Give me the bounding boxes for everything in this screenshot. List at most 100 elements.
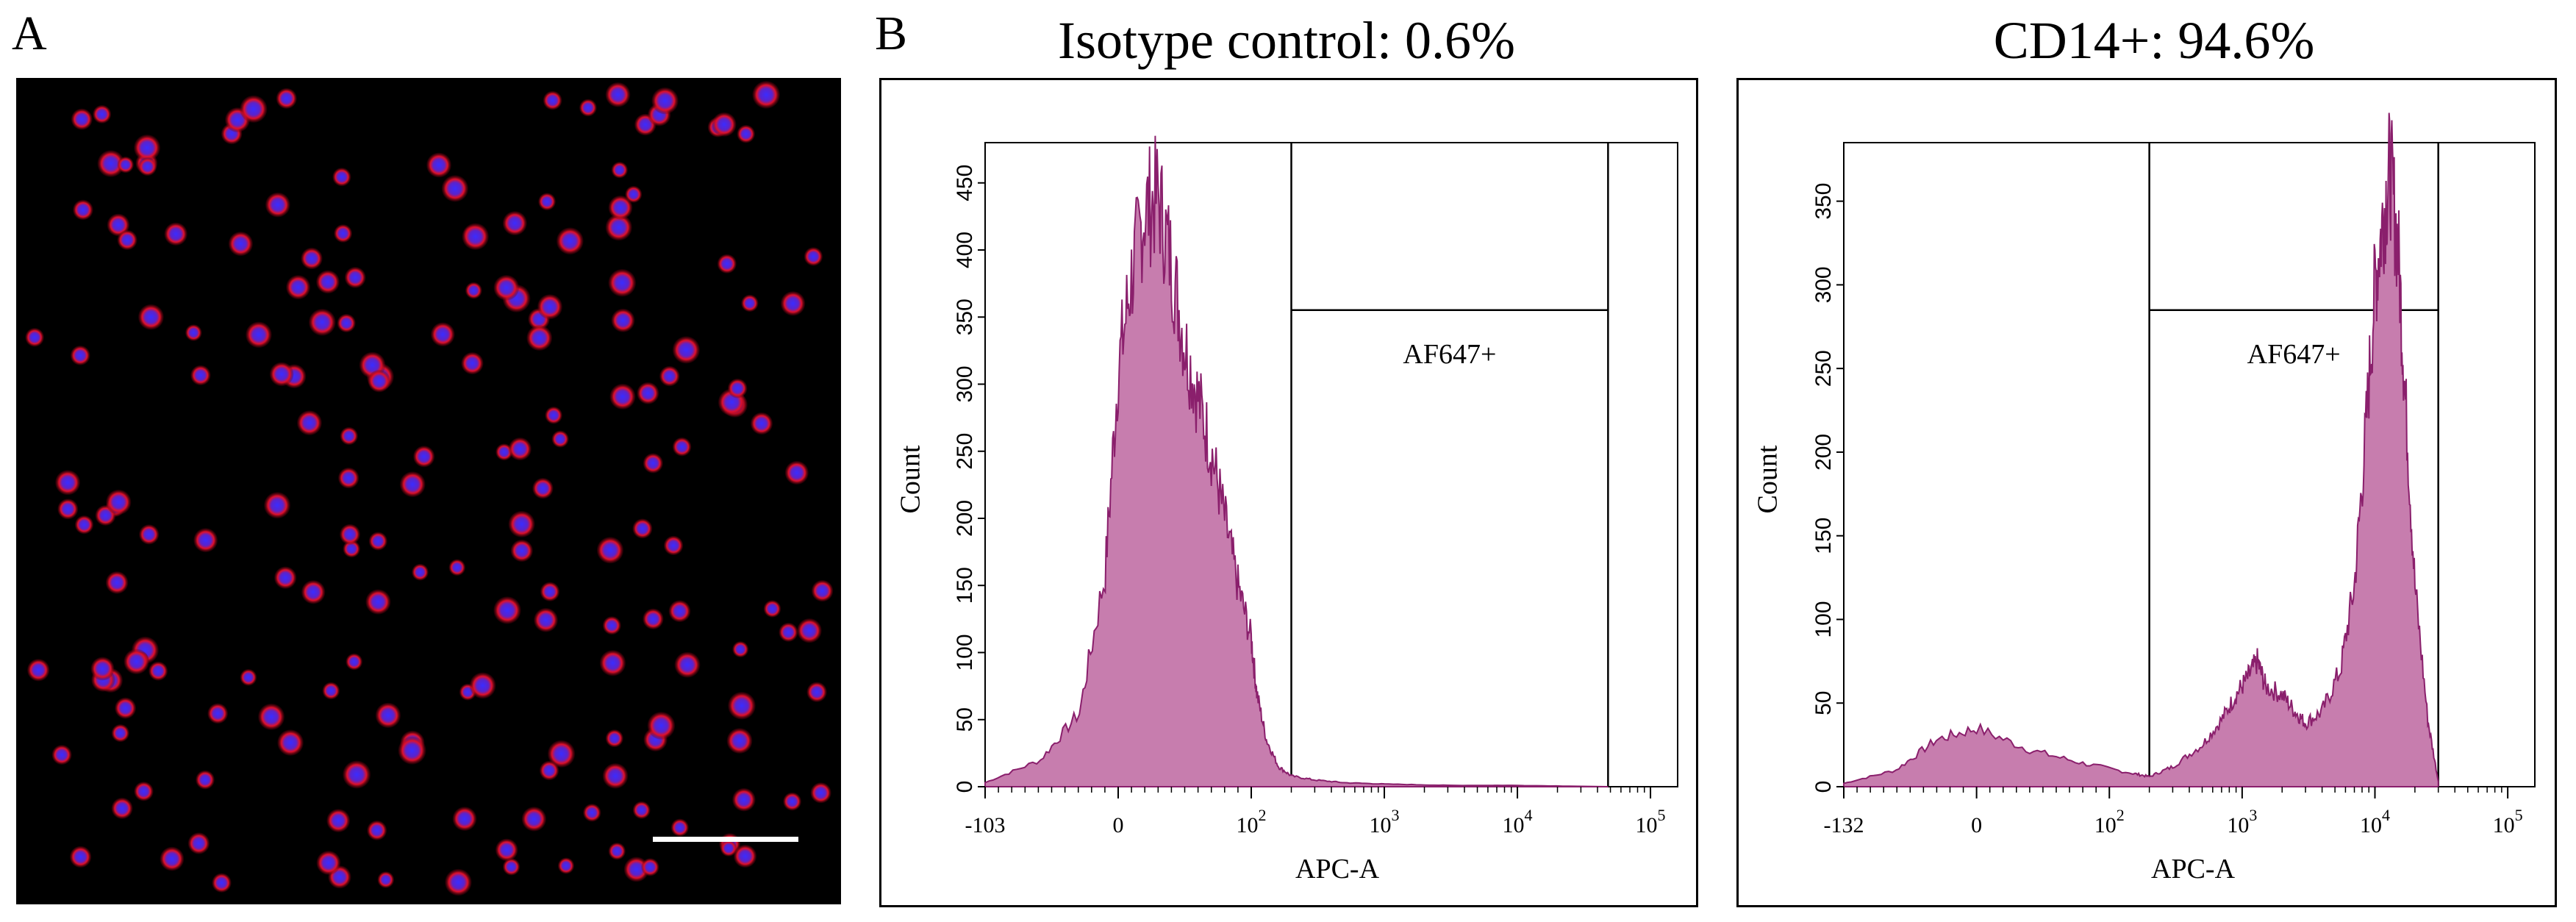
x-tick-label: 103 — [2227, 806, 2257, 837]
cell — [187, 832, 210, 854]
cell — [602, 763, 629, 789]
cell — [495, 838, 518, 862]
y-axis-label-cd14: Count — [1752, 445, 1783, 514]
x-tick-label: -132 — [1824, 813, 1864, 837]
cell — [240, 668, 257, 686]
x-tick-label: -103 — [965, 813, 1006, 837]
cell — [346, 653, 363, 671]
cell — [276, 87, 297, 109]
y-axis-label-isotype: Count — [895, 445, 926, 514]
cell — [105, 571, 129, 594]
cell — [532, 478, 554, 499]
cell — [431, 322, 455, 347]
cell — [608, 843, 626, 860]
cell — [69, 846, 92, 868]
cell — [134, 782, 154, 801]
cell — [74, 515, 94, 535]
x-tick-label: 102 — [2094, 806, 2125, 837]
cell — [334, 224, 352, 243]
cell — [526, 325, 553, 351]
cell — [632, 518, 653, 539]
cell — [297, 410, 322, 435]
cell — [448, 559, 466, 576]
cell — [57, 498, 79, 520]
cell — [625, 185, 643, 203]
cell — [502, 858, 520, 876]
x-axis-label-isotype: APC-A — [1295, 854, 1380, 885]
cell — [602, 616, 621, 635]
y-tick-label: 0 — [953, 781, 977, 793]
cell — [111, 724, 129, 743]
cell — [780, 291, 806, 316]
cell-layer — [25, 81, 834, 896]
cell — [732, 641, 749, 658]
cell — [316, 270, 340, 294]
cell — [338, 467, 359, 489]
cell — [461, 352, 484, 375]
cell — [71, 108, 93, 130]
cell — [90, 657, 115, 681]
y-tick-label: 50 — [1811, 691, 1836, 715]
panel-b-label: B — [875, 7, 908, 60]
cell — [196, 770, 215, 790]
cell — [521, 807, 547, 832]
cell — [726, 728, 753, 754]
cell — [426, 152, 451, 178]
y-tick-label: 50 — [953, 707, 977, 732]
cell — [344, 267, 366, 288]
y-tick-label: 250 — [953, 433, 977, 470]
cell — [811, 579, 834, 602]
cell — [265, 192, 290, 218]
plot-area — [1843, 142, 2536, 787]
x-tick-label: 0 — [1971, 813, 1982, 837]
y-tick-label: 300 — [953, 365, 977, 402]
y-tick-label: 100 — [953, 634, 977, 671]
cell — [637, 382, 659, 404]
chart-title-cd14: CD14+: 94.6% — [1993, 11, 2315, 70]
cell — [495, 443, 513, 461]
panel-a-label: A — [12, 7, 47, 60]
x-tick-label: 0 — [1113, 813, 1124, 837]
cell — [139, 524, 160, 545]
y-tick-label: 400 — [953, 232, 977, 268]
cell — [309, 309, 336, 336]
cell — [340, 426, 358, 446]
histogram-series — [984, 135, 1609, 787]
cell — [717, 254, 737, 274]
cell — [763, 600, 781, 618]
cell — [160, 846, 185, 871]
cell — [728, 692, 756, 720]
cell — [712, 112, 737, 137]
y-tick-label: 150 — [953, 567, 977, 604]
cell — [605, 214, 632, 241]
cell — [727, 378, 748, 399]
cell — [124, 648, 149, 674]
x-tick-label: 105 — [1636, 806, 1666, 837]
cell — [609, 383, 636, 410]
histogram-cd14: AF647+ 0 50 100 150 200 250 300 350 -132 0 102 103 10… — [1811, 112, 2536, 837]
x-tick-label: 105 — [2493, 806, 2523, 837]
cell — [608, 195, 633, 220]
cell — [286, 275, 311, 300]
cell — [557, 857, 575, 874]
cell — [264, 492, 291, 519]
cell — [493, 596, 521, 624]
cell — [368, 370, 390, 393]
cell — [804, 247, 823, 266]
cell — [190, 365, 211, 386]
cell — [185, 324, 202, 341]
cell — [632, 801, 651, 819]
cell — [659, 365, 680, 387]
cell — [783, 792, 801, 811]
y-tick-label: 200 — [1811, 434, 1836, 471]
cell — [212, 873, 232, 893]
cell — [377, 871, 395, 888]
cell — [493, 275, 520, 301]
cell — [737, 124, 755, 143]
cell — [545, 407, 562, 424]
cell — [117, 229, 137, 250]
cell — [734, 844, 757, 868]
cell — [548, 740, 576, 768]
cell — [368, 532, 387, 551]
cell — [337, 313, 356, 333]
